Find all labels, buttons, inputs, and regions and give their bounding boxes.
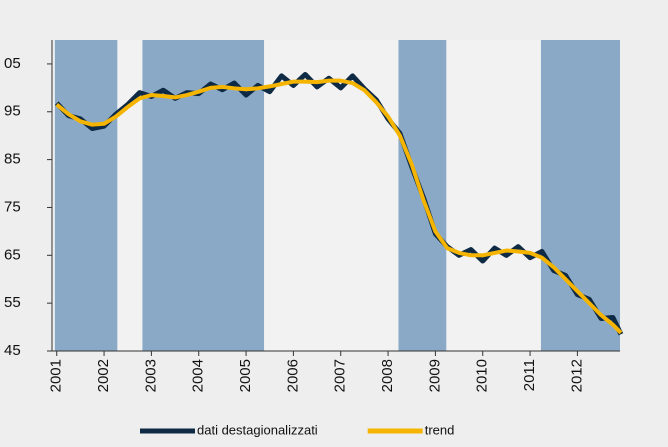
x-tick-label: 2010 [474, 359, 491, 392]
y-tick-label: 45 [4, 342, 21, 359]
legend-label: trend [425, 422, 455, 437]
x-tick-label: 2005 [237, 359, 254, 392]
y-tick-label: 65 [4, 246, 21, 263]
shaded-period [142, 40, 265, 351]
y-tick-label: 75 [4, 198, 21, 215]
x-tick-label: 2008 [379, 359, 396, 392]
y-tick-label: 05 [4, 55, 21, 72]
x-tick-label: 2007 [332, 359, 349, 392]
shaded-period [540, 40, 620, 351]
x-tick-label: 2002 [95, 359, 112, 392]
y-tick-label: 55 [4, 294, 21, 311]
x-tick-label: 2003 [142, 359, 159, 392]
x-tick-label: 2001 [48, 359, 65, 392]
x-tick-label: 2006 [284, 359, 301, 392]
legend-label: dati destagionalizzati [197, 422, 318, 437]
series-line [55, 78, 623, 335]
y-tick-label: 95 [4, 103, 21, 120]
x-tick-label: 2012 [568, 359, 585, 392]
x-tick-label: 2004 [190, 359, 207, 392]
shaded-period [54, 40, 118, 351]
x-tick-label: 2011 [521, 359, 538, 391]
x-tick-label: 2009 [426, 359, 443, 392]
y-tick-label: 85 [4, 151, 21, 168]
